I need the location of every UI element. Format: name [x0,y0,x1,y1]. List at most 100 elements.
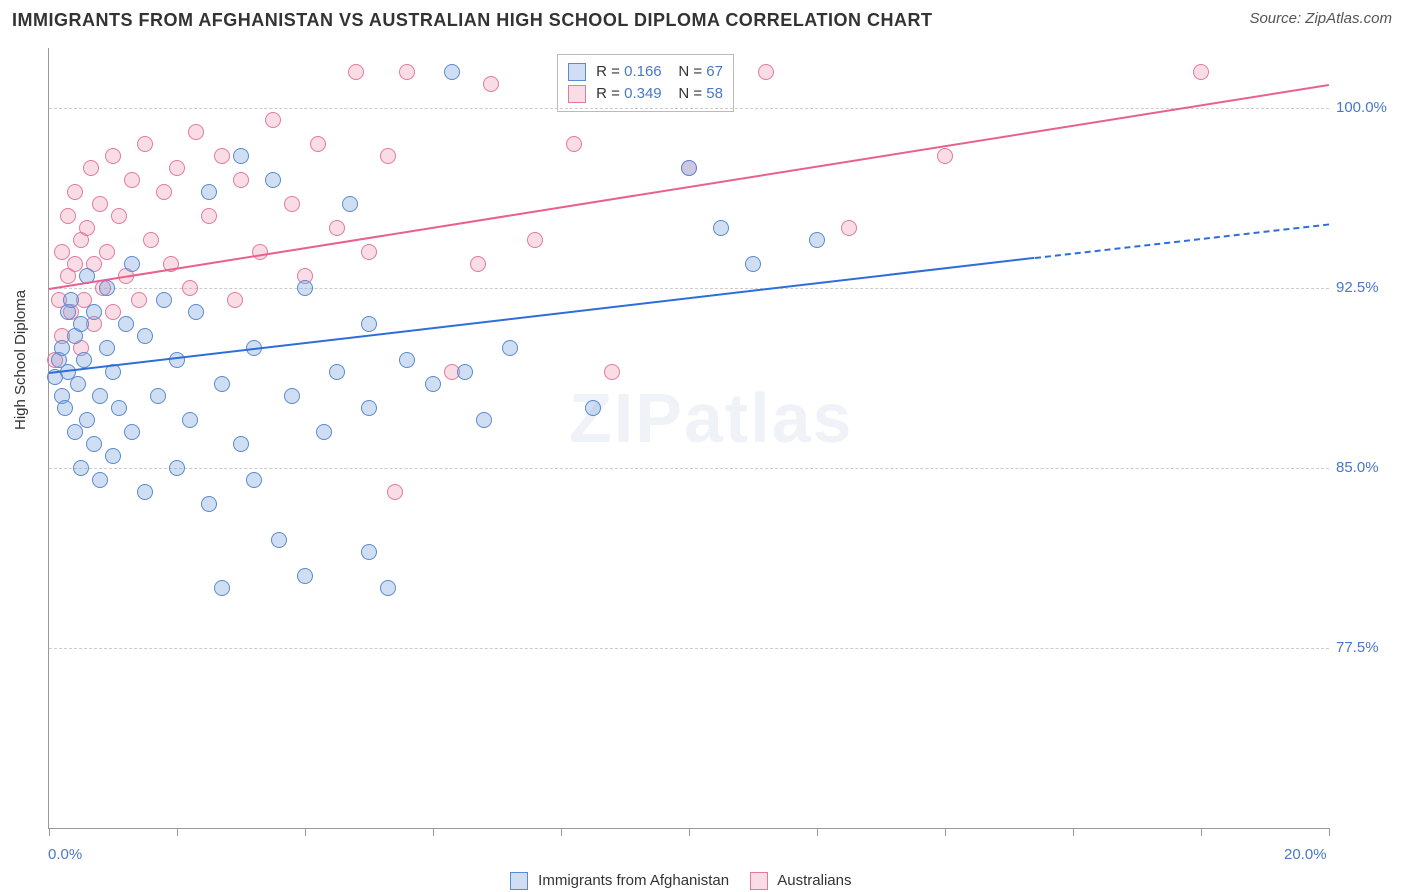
trend-line-extrapolated [1034,223,1329,259]
data-point [156,184,172,200]
n-label: N = [678,85,702,102]
n-value-pink: 58 [706,85,723,102]
data-point [284,388,300,404]
series-legend: Immigrants from Afghanistan Australians [510,872,851,890]
data-point [169,352,185,368]
legend-swatch-blue [568,63,586,81]
data-point [399,352,415,368]
data-point [83,160,99,176]
data-point [169,160,185,176]
data-point [329,220,345,236]
data-point [182,280,198,296]
data-point [457,364,473,380]
data-point [227,292,243,308]
data-point [99,280,115,296]
y-tick-label: 100.0% [1336,99,1387,116]
data-point [380,580,396,596]
data-point [188,124,204,140]
data-point [67,184,83,200]
data-point [63,292,79,308]
data-point [54,340,70,356]
r-label: R = [596,63,620,80]
data-point [361,544,377,560]
x-tick [817,828,818,836]
data-point [70,376,86,392]
legend-row-pink: R = 0.349 N = 58 [568,83,723,105]
data-point [297,568,313,584]
legend-swatch-pink [568,85,586,103]
data-point [681,160,697,176]
data-point [156,292,172,308]
data-point [60,208,76,224]
data-point [361,316,377,332]
series-name-blue: Immigrants from Afghanistan [538,872,729,889]
data-point [137,136,153,152]
data-point [425,376,441,392]
correlation-legend: R = 0.166 N = 67 R = 0.349 N = 58 [557,54,734,112]
data-point [137,328,153,344]
data-point [841,220,857,236]
data-point [265,112,281,128]
data-point [399,64,415,80]
data-point [118,316,134,332]
data-point [252,244,268,260]
x-tick [945,828,946,836]
data-point [713,220,729,236]
r-value-blue: 0.166 [624,63,662,80]
data-point [124,424,140,440]
grid-line [49,108,1329,109]
data-point [476,412,492,428]
data-point [99,244,115,260]
data-point [483,76,499,92]
y-tick-label: 92.5% [1336,279,1379,296]
data-point [99,340,115,356]
data-point [246,472,262,488]
watermark: ZIPatlas [569,378,853,458]
data-point [143,232,159,248]
data-point [67,256,83,272]
data-point [150,388,166,404]
data-point [316,424,332,440]
data-point [92,196,108,212]
data-point [387,484,403,500]
data-point [67,424,83,440]
data-point [604,364,620,380]
data-point [201,496,217,512]
data-point [284,196,300,212]
data-point [758,64,774,80]
data-point [124,256,140,272]
data-point [470,256,486,272]
r-label: R = [596,85,620,102]
x-tick [1201,828,1202,836]
data-point [188,304,204,320]
data-point [57,400,73,416]
data-point [342,196,358,212]
data-point [137,484,153,500]
data-point [233,148,249,164]
data-point [201,184,217,200]
data-point [92,388,108,404]
x-tick [305,828,306,836]
grid-line [49,468,1329,469]
data-point [86,304,102,320]
x-tick [1073,828,1074,836]
data-point [527,232,543,248]
x-tick [689,828,690,836]
data-point [502,340,518,356]
x-tick [49,828,50,836]
y-axis-label: High School Diploma [12,290,29,430]
data-point [131,292,147,308]
x-tick [1329,828,1330,836]
data-point [182,412,198,428]
chart-title: IMMIGRANTS FROM AFGHANISTAN VS AUSTRALIA… [12,10,932,31]
data-point [444,64,460,80]
series-name-pink: Australians [777,872,851,889]
data-point [233,172,249,188]
data-point [169,460,185,476]
y-tick-label: 85.0% [1336,459,1379,476]
data-point [79,412,95,428]
data-point [111,208,127,224]
data-point [297,280,313,296]
n-value-blue: 67 [706,63,723,80]
data-point [73,460,89,476]
